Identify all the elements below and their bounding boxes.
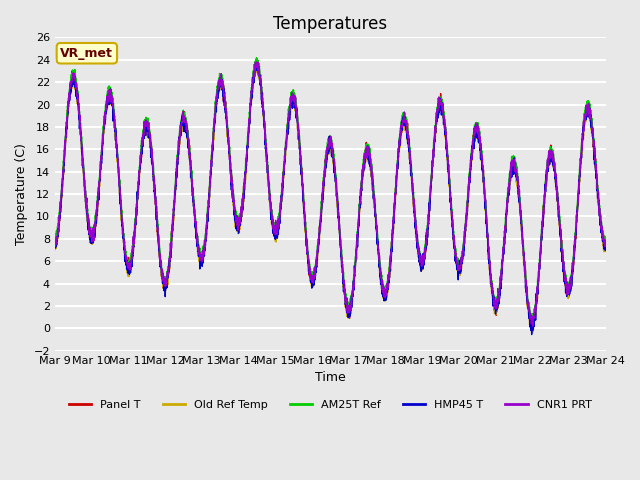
Panel T xyxy=(384,280,392,286)
AM25T Ref xyxy=(205,194,212,200)
HMP45 T xyxy=(394,166,401,172)
CNR1 PRT xyxy=(602,243,609,249)
Old Ref Temp xyxy=(253,61,260,67)
Panel T xyxy=(252,60,259,65)
Old Ref Temp xyxy=(602,240,609,246)
HMP45 T xyxy=(602,243,609,249)
HMP45 T xyxy=(550,165,557,171)
HMP45 T xyxy=(602,243,609,249)
AM25T Ref xyxy=(602,234,609,240)
Panel T xyxy=(602,240,609,246)
Title: Temperatures: Temperatures xyxy=(273,15,387,33)
Panel T xyxy=(550,155,557,160)
CNR1 PRT xyxy=(529,324,537,329)
HMP45 T xyxy=(205,204,212,209)
Panel T xyxy=(394,161,401,167)
CNR1 PRT xyxy=(602,238,609,243)
Line: CNR1 PRT: CNR1 PRT xyxy=(55,62,605,326)
Panel T xyxy=(205,198,212,204)
CNR1 PRT xyxy=(550,156,557,161)
HMP45 T xyxy=(528,332,536,337)
Panel T xyxy=(602,242,609,248)
Old Ref Temp xyxy=(51,247,59,252)
Line: Old Ref Temp: Old Ref Temp xyxy=(55,64,605,332)
Line: HMP45 T: HMP45 T xyxy=(55,64,605,335)
CNR1 PRT xyxy=(205,197,212,203)
Panel T xyxy=(529,324,537,330)
CNR1 PRT xyxy=(169,213,177,219)
Line: AM25T Ref: AM25T Ref xyxy=(55,58,605,320)
X-axis label: Time: Time xyxy=(315,371,346,384)
HMP45 T xyxy=(51,245,59,251)
Panel T xyxy=(51,240,59,245)
Old Ref Temp xyxy=(394,163,401,169)
CNR1 PRT xyxy=(51,240,59,246)
HMP45 T xyxy=(255,61,262,67)
Legend: Panel T, Old Ref Temp, AM25T Ref, HMP45 T, CNR1 PRT: Panel T, Old Ref Temp, AM25T Ref, HMP45 … xyxy=(65,396,596,414)
Line: Panel T: Panel T xyxy=(55,62,605,327)
Old Ref Temp xyxy=(205,204,212,209)
CNR1 PRT xyxy=(254,59,262,65)
Old Ref Temp xyxy=(169,224,177,229)
AM25T Ref xyxy=(253,55,260,61)
AM25T Ref xyxy=(51,236,59,241)
Old Ref Temp xyxy=(384,285,392,291)
AM25T Ref xyxy=(394,158,401,164)
HMP45 T xyxy=(169,222,177,228)
AM25T Ref xyxy=(169,212,177,218)
Text: VR_met: VR_met xyxy=(60,47,113,60)
HMP45 T xyxy=(384,287,392,292)
Old Ref Temp xyxy=(529,329,536,335)
AM25T Ref xyxy=(550,151,557,157)
CNR1 PRT xyxy=(394,160,401,166)
Y-axis label: Temperature (C): Temperature (C) xyxy=(15,143,28,245)
AM25T Ref xyxy=(528,317,536,323)
AM25T Ref xyxy=(602,236,609,241)
AM25T Ref xyxy=(384,273,392,279)
Old Ref Temp xyxy=(550,160,557,166)
Old Ref Temp xyxy=(602,249,609,254)
Panel T xyxy=(169,221,177,227)
CNR1 PRT xyxy=(384,273,392,279)
